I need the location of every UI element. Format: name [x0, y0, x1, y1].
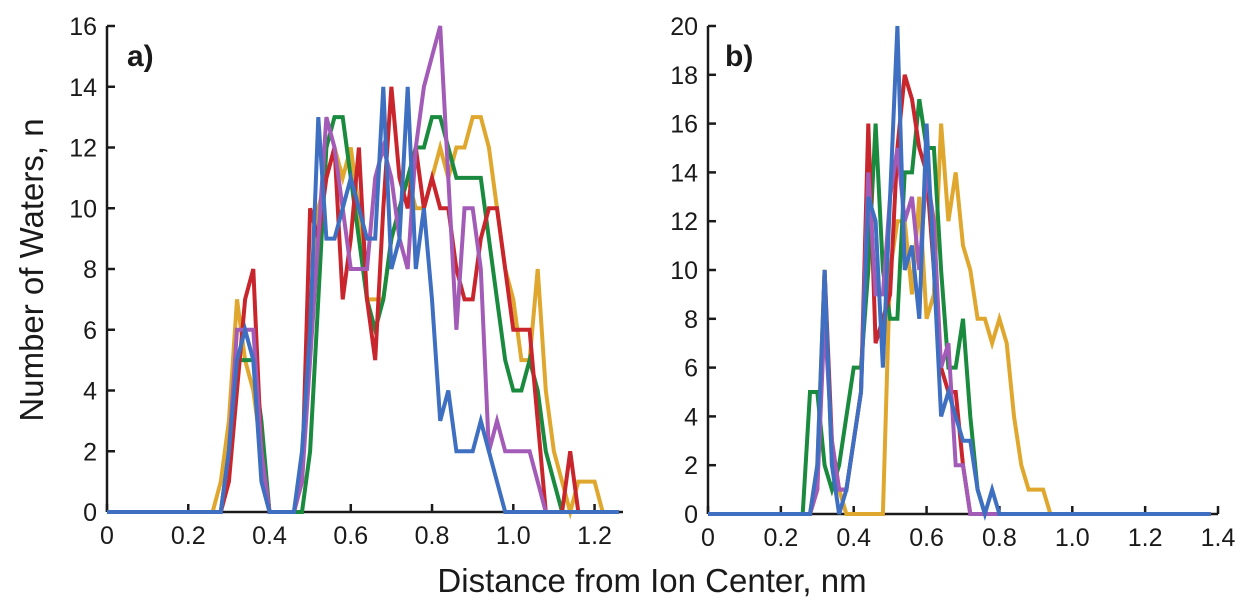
- x-tick-label: 1.2: [577, 522, 612, 550]
- series-line-purple: [107, 25, 619, 514]
- series-line-blue: [708, 25, 1211, 522]
- x-tick-label: 0: [701, 524, 715, 552]
- y-tick-label: 8: [83, 256, 97, 284]
- panel-label: a): [127, 40, 154, 73]
- y-tick-label: 14: [69, 74, 97, 102]
- x-tick-label: 1.0: [496, 522, 531, 550]
- y-tick-label: 10: [69, 195, 97, 223]
- y-tick-label: 14: [670, 159, 698, 187]
- y-tick-label: 16: [670, 111, 698, 139]
- x-tick-label: 0.6: [909, 524, 944, 552]
- y-tick-label: 2: [83, 438, 97, 466]
- x-tick-label: 1.2: [1128, 524, 1163, 552]
- x-tick-label: 0.4: [836, 524, 871, 552]
- series-line-orange: [708, 123, 1211, 516]
- y-tick-label: 16: [69, 13, 97, 41]
- x-tick-label: 1.4: [1201, 524, 1236, 552]
- y-tick-label: 12: [670, 208, 698, 236]
- series-line-red: [107, 86, 619, 514]
- x-tick-label: 0: [100, 522, 114, 550]
- y-tick-label: 0: [83, 499, 97, 527]
- y-tick-label: 10: [670, 257, 698, 285]
- x-tick-label: 1.0: [1055, 524, 1090, 552]
- panel-label: b): [725, 40, 753, 73]
- panel-b: 0 0.2 0.4 0.6 0.8 1.0 1.2 1.4 0 2 4 6 8 10 12 14 16 18 20 b…: [670, 13, 1235, 552]
- series-line-blue: [107, 86, 619, 514]
- y-tick-label: 6: [684, 355, 698, 383]
- x-tick-label: 0.8: [415, 522, 450, 550]
- series-line-green: [708, 98, 1211, 516]
- y-tick-label: 4: [684, 403, 698, 431]
- series-line-red: [708, 74, 1211, 516]
- y-tick-label: 4: [83, 378, 97, 406]
- y-tick-label: 0: [684, 501, 698, 529]
- y-tick-label: 18: [670, 62, 698, 90]
- panel-a: 0 0.2 0.4 0.6 0.8 1.0 1.2 0 2 4 6 8 10 12 14 16 a): [69, 13, 623, 550]
- y-tick-label: 6: [83, 317, 97, 345]
- x-tick-label: 0.6: [333, 522, 368, 550]
- x-axis-title: Distance from Ion Center, nm: [437, 562, 866, 599]
- y-tick-label: 20: [670, 13, 698, 41]
- y-axis-title: Number of Waters, n: [13, 118, 50, 421]
- y-tick-label: 12: [69, 135, 97, 163]
- y-tick-label: 8: [684, 306, 698, 334]
- x-tick-label: 0.8: [982, 524, 1017, 552]
- x-tick-label: 0.2: [171, 522, 206, 550]
- x-tick-label: 0.4: [252, 522, 287, 550]
- y-tick-label: 2: [684, 452, 698, 480]
- x-tick-label: 0.2: [763, 524, 798, 552]
